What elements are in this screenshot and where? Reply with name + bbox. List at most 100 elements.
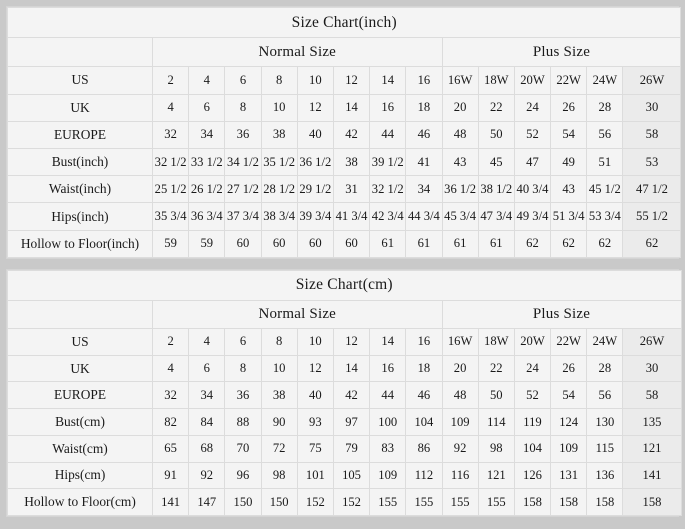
row-label-hollow-to-floor: Hollow to Floor(inch) (7, 229, 153, 259)
group-header-row: Normal Size Plus Size (7, 37, 682, 68)
cell-hips-0: 35 3/4 (151, 202, 190, 231)
cell-hips-2: 96 (224, 461, 262, 490)
cell-uk-7: 18 (405, 354, 443, 383)
cell-europe-2: 36 (224, 381, 262, 410)
cell-bust-2: 34 1/2 (224, 147, 262, 177)
cell-hips-8: 45 3/4 (441, 202, 479, 231)
cell-europe-3: 38 (260, 120, 298, 149)
cell-hollow-0: 59 (151, 229, 190, 259)
cell-us-10: 20W (513, 66, 552, 95)
cell-bust-1: 33 1/2 (188, 147, 226, 177)
cell-waist-9: 38 1/2 (477, 175, 515, 204)
cell-uk-6: 16 (369, 354, 407, 383)
cell-us-3: 8 (260, 328, 298, 356)
cell-hollow-8: 61 (441, 229, 479, 259)
size-chart-inch-table: Size Chart(inch) Normal Size Plus Size U… (6, 6, 682, 259)
cell-hips-3: 98 (260, 461, 298, 490)
table-row: Waist(inch) 25 1/2 26 1/2 27 1/2 28 1/2 … (7, 175, 682, 204)
cell-hollow-3: 60 (260, 229, 298, 259)
row-label-europe: EUROPE (7, 381, 153, 410)
cell-hips-9: 47 3/4 (477, 202, 515, 231)
cell-hips-6: 42 3/4 (369, 202, 407, 231)
cell-us-6: 14 (369, 66, 407, 95)
cell-hips-11: 51 3/4 (550, 202, 588, 231)
cell-hollow-11: 158 (550, 488, 588, 516)
cell-hollow-5: 152 (332, 488, 371, 516)
cell-europe-11: 54 (550, 120, 588, 149)
cell-hips-6: 109 (369, 461, 407, 490)
table-row: UK 4 6 8 10 12 14 16 18 20 22 24 26 28 3… (7, 93, 682, 122)
group-header-plus-size: Plus Size (441, 37, 682, 68)
table-row: Waist(cm) 65 68 70 72 75 79 83 86 92 98 … (7, 434, 682, 463)
cell-bust-11: 49 (550, 147, 588, 177)
cell-hollow-9: 61 (477, 229, 515, 259)
cell-hollow-12: 158 (586, 488, 624, 516)
cell-europe-0: 32 (151, 120, 190, 149)
cell-europe-5: 42 (332, 381, 371, 410)
cell-waist-0: 65 (151, 434, 190, 463)
cell-europe-6: 44 (369, 381, 407, 410)
table-row: Hollow to Floor(inch) 59 59 60 60 60 60 … (7, 229, 682, 259)
cell-hollow-4: 152 (296, 488, 334, 516)
cell-hollow-10: 158 (513, 488, 552, 516)
cell-uk-1: 6 (188, 354, 226, 383)
row-label-waist: Waist(cm) (7, 434, 153, 463)
cell-bust-2: 88 (224, 408, 262, 436)
group-header-normal-size: Normal Size (152, 37, 443, 68)
cell-us-11: 22W (550, 328, 588, 356)
cell-europe-4: 40 (296, 120, 334, 149)
cell-uk-13: 30 (622, 93, 682, 122)
cell-hips-1: 36 3/4 (188, 202, 226, 231)
cell-hips-9: 121 (477, 461, 515, 490)
cell-bust-6: 39 1/2 (369, 147, 407, 177)
group-header-plus-size: Plus Size (441, 299, 682, 330)
cell-waist-1: 26 1/2 (188, 175, 226, 204)
table-row: Hips(inch) 35 3/4 36 3/4 37 3/4 38 3/4 3… (7, 202, 682, 231)
cell-uk-8: 20 (441, 354, 479, 383)
cell-bust-5: 97 (332, 408, 371, 436)
cell-uk-12: 28 (586, 354, 624, 383)
row-label-bust: Bust(inch) (7, 147, 153, 177)
cell-waist-4: 29 1/2 (296, 175, 334, 204)
cell-europe-1: 34 (188, 381, 226, 410)
chart-title: Size Chart(inch) (6, 6, 682, 39)
row-label-uk: UK (7, 93, 153, 122)
table-row: EUROPE 32 34 36 38 40 42 44 46 48 50 52 … (7, 381, 682, 410)
cell-hips-11: 131 (550, 461, 588, 490)
cell-bust-0: 82 (151, 408, 190, 436)
chart-title: Size Chart(cm) (7, 270, 682, 301)
cell-waist-0: 25 1/2 (151, 175, 190, 204)
cell-us-4: 10 (296, 328, 334, 356)
cell-hips-7: 44 3/4 (405, 202, 443, 231)
cell-europe-1: 34 (188, 120, 226, 149)
cell-europe-7: 46 (405, 120, 443, 149)
cell-us-12: 24W (586, 66, 624, 95)
cell-us-1: 4 (188, 328, 226, 356)
cell-waist-7: 86 (405, 434, 443, 463)
cell-waist-8: 92 (441, 434, 479, 463)
group-header-normal-size: Normal Size (152, 299, 443, 330)
cell-us-9: 18W (477, 66, 515, 95)
cell-hips-4: 39 3/4 (296, 202, 334, 231)
cell-waist-11: 43 (550, 175, 588, 204)
size-chart-cm-body: Size Chart(cm) Normal Size Plus Size US … (7, 270, 682, 516)
cell-europe-12: 56 (586, 381, 624, 410)
cell-europe-5: 42 (332, 120, 371, 149)
cell-hollow-1: 59 (188, 229, 226, 259)
cell-hips-4: 101 (296, 461, 334, 490)
table-row: UK 4 6 8 10 12 14 16 18 20 22 24 26 28 3… (7, 354, 682, 383)
row-label-europe: EUROPE (7, 120, 153, 149)
cell-hollow-2: 60 (224, 229, 262, 259)
cell-bust-1: 84 (188, 408, 226, 436)
cell-waist-10: 104 (513, 434, 552, 463)
cell-waist-12: 45 1/2 (586, 175, 624, 204)
cell-europe-7: 46 (405, 381, 443, 410)
cell-waist-9: 98 (477, 434, 515, 463)
cell-hollow-2: 150 (224, 488, 262, 516)
cell-hollow-3: 150 (260, 488, 298, 516)
cell-uk-7: 18 (405, 93, 443, 122)
cell-uk-9: 22 (477, 354, 515, 383)
group-header-row: Normal Size Plus Size (7, 299, 682, 330)
row-label-uk: UK (7, 354, 153, 383)
